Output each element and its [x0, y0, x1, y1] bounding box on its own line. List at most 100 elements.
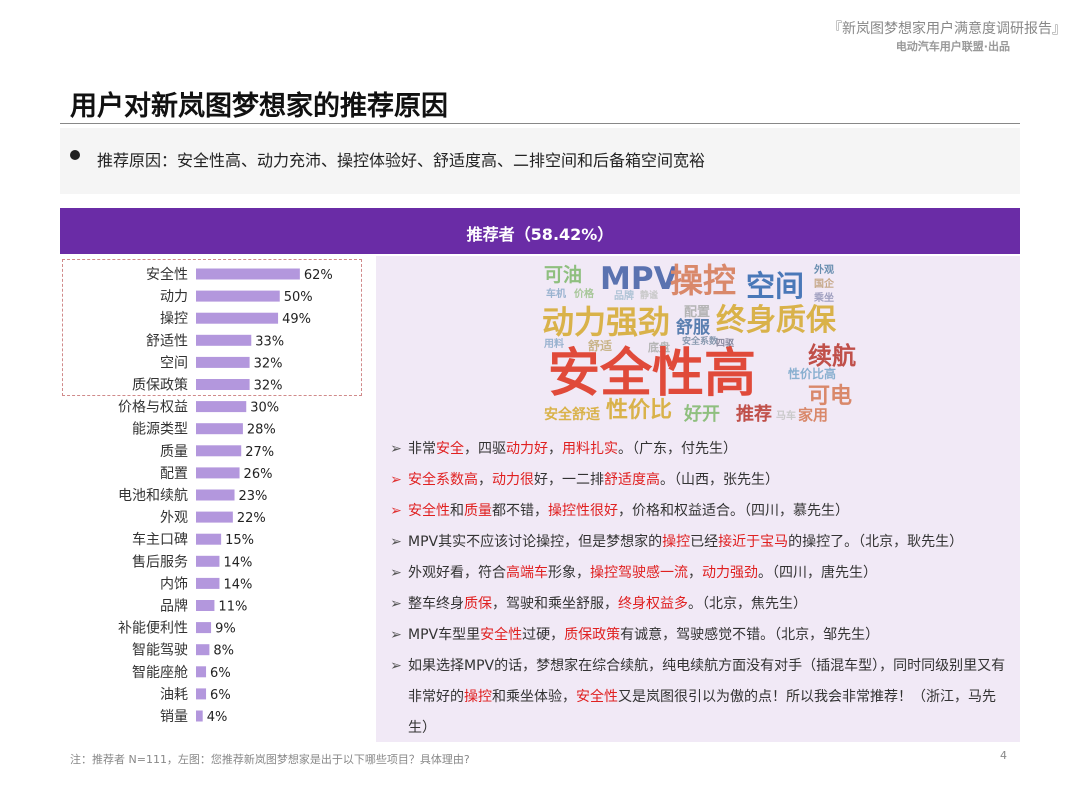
value-label: 6% [210, 666, 231, 681]
bar [196, 511, 233, 523]
word-cloud-term: 可油 [544, 264, 583, 286]
value-label: 27% [245, 445, 274, 460]
quote-highlight: 动力强劲 [702, 565, 758, 581]
quote-highlight: 操控 [662, 534, 691, 550]
quote-text: 形象， [548, 565, 590, 581]
quote-highlight: 安全性 [576, 689, 618, 705]
value-label: 23% [239, 489, 268, 504]
quote-highlight: 操控驾驶感一流 [590, 565, 688, 581]
quote-text: 和乘坐体验， [492, 689, 576, 705]
value-label: 15% [225, 533, 254, 548]
bar [196, 445, 242, 457]
value-label: 22% [237, 511, 266, 526]
value-label: 6% [210, 688, 231, 703]
bar [196, 622, 212, 634]
value-label: 4% [207, 710, 228, 725]
bar [196, 379, 250, 390]
category-label: 质保政策 [132, 377, 188, 394]
bar-chart: 安全性 62% 动力 50% 操控 49% 舒适性 33% 空间 32% 质保政策 32% 价格与权益 3… [118, 266, 333, 725]
word-cloud-term: 性价比 [606, 398, 673, 423]
bar [196, 644, 210, 656]
quote-text: 的操控了。（北京，耿先生） [788, 534, 964, 550]
quote-item: ➢ 外观好看，符合高端车形象，操控驾驶感一流，动力强劲。（四川，唐先生） [386, 558, 1014, 589]
word-cloud-term: 家用 [798, 406, 829, 424]
quote-highlight: 高端车 [506, 565, 548, 581]
category-label: 舒适性 [146, 333, 188, 349]
arrow-bullet-icon: ➢ [390, 596, 402, 612]
category-label: 销量 [160, 709, 188, 725]
quote-highlight: 安全性 [408, 503, 450, 519]
bar [196, 489, 235, 501]
report-title: 『新岚图梦想家用户满意度调研报告』 [828, 21, 1066, 37]
value-label: 9% [215, 622, 236, 637]
quote-text: MPV其实不应该讨论操控，但是梦想家的 [408, 534, 663, 550]
quote-text: ，驾驶和乘坐舒服， [492, 596, 618, 612]
quote-highlight: 动力很 [492, 472, 534, 488]
category-label: 动力 [160, 289, 188, 305]
word-cloud-term: 配置 [684, 305, 711, 320]
category-label: 安全性 [146, 266, 188, 283]
quote-text: 和 [450, 503, 464, 519]
value-label: 26% [244, 467, 273, 482]
quote-highlight: 动力好 [506, 441, 548, 457]
bar [196, 401, 247, 413]
quote-text: 如果选择MPV的话，梦想家在综合续航，纯电续航方面没有对手（插混车型），同时同级… [408, 658, 1006, 705]
arrow-bullet-icon: ➢ [390, 534, 402, 550]
word-cloud-term: 安全性高 [548, 344, 757, 404]
word-cloud-term: 舒适 [588, 339, 613, 353]
category-label: 空间 [160, 355, 188, 371]
category-label: 电池和续航 [118, 487, 188, 504]
section-header-text: 推荐者（58.42%） [466, 225, 614, 244]
quote-text: 外观好看，符合 [408, 565, 506, 581]
quote-text: 又是岚图很引以为傲的点！所以我会非常推荐！（浙江，马先生） [408, 689, 996, 736]
value-label: 32% [254, 356, 283, 371]
quote-highlight: 质保政策 [564, 627, 621, 643]
quotes-panel [376, 256, 1020, 742]
quote-highlight: 操控性很好 [548, 503, 618, 519]
word-cloud-term: 可电 [808, 384, 853, 409]
value-label: 32% [254, 379, 283, 394]
quote-text: 过硬， [522, 627, 565, 643]
arrow-bullet-icon: ➢ [390, 472, 402, 488]
value-label: 28% [247, 423, 276, 438]
word-cloud-term: 性价比高 [788, 367, 837, 381]
quote-text: ，四驱 [464, 441, 506, 457]
arrow-bullet-icon: ➢ [390, 503, 402, 519]
quote-text: 。（北京，焦先生） [688, 596, 807, 612]
word-cloud-term: 动力强劲 [542, 303, 671, 341]
word-cloud-term: 安全舒适 [544, 407, 600, 423]
word-cloud-term: 品牌 [614, 291, 634, 302]
word-cloud-term: 四驱 [716, 339, 735, 349]
word-cloud-term: 乘坐 [814, 293, 834, 304]
word-cloud-term: 续航 [808, 342, 856, 370]
quote-highlight: 安全 [436, 441, 464, 457]
bar [196, 312, 279, 324]
word-cloud-term: 车机 [546, 289, 566, 300]
section-header: 推荐者（58.42%） [60, 208, 1020, 254]
category-label: 外观 [160, 510, 188, 526]
quote-text: 好，一二排 [534, 472, 604, 488]
category-label: 能源类型 [132, 422, 188, 438]
page-number: 4 [1000, 749, 1007, 762]
arrow-bullet-icon: ➢ [390, 441, 402, 457]
quote-item: ➢ 安全系数高，动力很好，一二排舒适度高。（山西，张先生） [386, 465, 1014, 496]
word-cloud: 可油 MPV 操控 空间 外观 车机 价格 品牌 静谧 国企 乘坐 配置 动力强劲 舒服 终身质保 用料 舒适 底… [540, 262, 856, 434]
footnote: 注：推荐者 N=111，左图：您推荐新岚图梦想家是出于以下哪些项目？具体理由? [70, 753, 470, 766]
value-label: 33% [255, 334, 284, 349]
category-label: 品牌 [160, 598, 188, 615]
quote-text: 。（广东，付先生） [618, 441, 737, 457]
bar [196, 577, 220, 589]
word-cloud-term: 用料 [544, 339, 564, 350]
quote-text: 。（四川，唐先生） [758, 565, 877, 581]
value-label: 14% [223, 577, 252, 592]
category-label: 配置 [160, 466, 188, 482]
report-subtitle: 电动汽车用户联盟·出品 [895, 40, 1010, 53]
arrow-bullet-icon: ➢ [390, 565, 402, 581]
quote-text: 非常 [408, 441, 436, 457]
quote-text: 已经 [690, 534, 719, 550]
page-title: 用户对新岚图梦想家的推荐原因 [70, 91, 448, 122]
bar [196, 688, 207, 700]
quote-highlight: 舒适度高 [604, 472, 660, 488]
bar [196, 423, 243, 435]
quote-item: ➢ MPV车型里安全性过硬，质保政策有诚意，驾驶感觉不错。（北京，邹先生） [386, 620, 1014, 651]
